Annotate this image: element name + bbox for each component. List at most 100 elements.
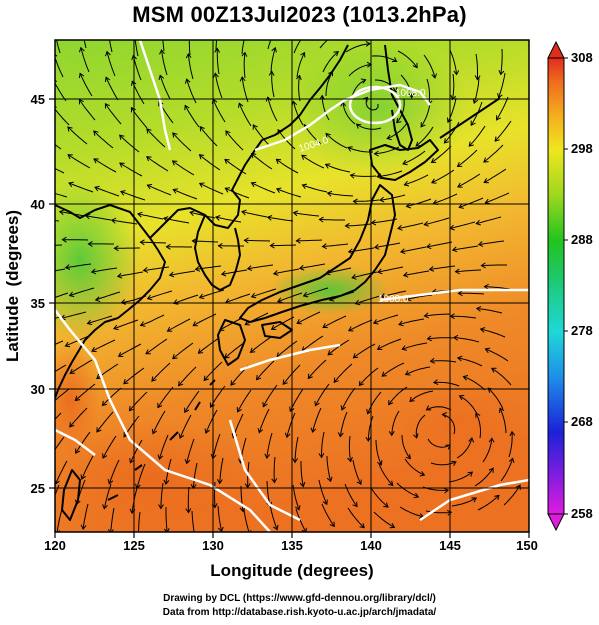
streamline bbox=[118, 343, 142, 357]
streamline-arrowhead bbox=[303, 31, 308, 36]
streamline-arrowhead bbox=[289, 406, 295, 413]
x-tick-label: 140 bbox=[360, 538, 382, 553]
streamline-arrowhead bbox=[131, 54, 137, 61]
streamline-arrowhead bbox=[352, 501, 358, 508]
streamline bbox=[301, 335, 324, 352]
streamline bbox=[147, 290, 173, 300]
streamline-arrowhead bbox=[146, 184, 153, 190]
streamline bbox=[192, 462, 198, 489]
streamline bbox=[391, 410, 400, 436]
streamline bbox=[224, 341, 246, 359]
streamline-arrowhead bbox=[401, 345, 407, 351]
streamline bbox=[296, 239, 323, 242]
streamline bbox=[158, 434, 169, 460]
streamline-arrowhead bbox=[389, 523, 396, 529]
streamline-arrowhead bbox=[383, 502, 389, 508]
streamline-arrowhead bbox=[189, 210, 195, 217]
lat-lon-grid bbox=[55, 40, 529, 532]
streamline bbox=[55, 292, 69, 298]
streamline-arrowhead bbox=[484, 347, 491, 354]
streamline bbox=[277, 292, 303, 303]
streamline-arrowhead bbox=[101, 400, 108, 407]
streamline-arrowhead bbox=[372, 319, 379, 325]
streamline bbox=[55, 484, 60, 497]
streamline-arrowhead bbox=[470, 120, 476, 127]
streamline bbox=[475, 53, 478, 80]
streamline-arrowhead bbox=[69, 422, 75, 428]
streamline bbox=[370, 487, 389, 508]
streamline bbox=[367, 391, 382, 414]
streamline-arrowhead bbox=[146, 156, 152, 162]
streamline-arrowhead bbox=[443, 138, 450, 144]
streamline-arrowhead bbox=[377, 460, 383, 466]
colorbar-label: 298 bbox=[571, 141, 593, 156]
streamline bbox=[169, 270, 196, 276]
streamline-arrowhead bbox=[468, 437, 475, 443]
streamline-arrowhead bbox=[292, 458, 299, 464]
streamline-arrowhead bbox=[80, 524, 87, 531]
streamline bbox=[225, 130, 244, 151]
streamline-arrowhead bbox=[396, 117, 402, 124]
streamline-arrowhead bbox=[365, 40, 371, 47]
streamline-arrowhead bbox=[347, 326, 354, 332]
streamline bbox=[345, 43, 370, 53]
streamline bbox=[401, 434, 411, 459]
streamline-arrowhead bbox=[475, 305, 482, 312]
colorbar-ramp bbox=[547, 57, 565, 515]
streamline bbox=[480, 328, 506, 338]
streamline-arrowhead bbox=[212, 72, 219, 78]
streamline-arrowhead bbox=[268, 70, 275, 76]
streamline-arrowhead bbox=[250, 181, 257, 188]
streamline-arrowhead bbox=[78, 98, 84, 105]
streamline bbox=[327, 192, 354, 197]
streamline bbox=[94, 186, 120, 197]
streamline bbox=[237, 389, 252, 413]
streamline bbox=[452, 245, 479, 251]
streamline-arrowhead bbox=[388, 480, 394, 487]
streamline-arrowhead bbox=[322, 499, 328, 506]
streamline-arrowhead bbox=[475, 219, 481, 226]
streamline bbox=[373, 314, 399, 324]
streamline bbox=[426, 241, 453, 248]
streamline-arrowhead bbox=[322, 323, 328, 329]
streamline-arrowhead bbox=[359, 523, 365, 529]
streamline-arrowhead bbox=[474, 75, 481, 81]
streamline bbox=[160, 482, 164, 509]
streamline-arrowhead bbox=[172, 354, 178, 360]
streamline bbox=[299, 263, 326, 269]
streamline bbox=[286, 412, 296, 438]
streamline bbox=[468, 125, 486, 147]
streamline bbox=[373, 511, 395, 528]
streamline-arrowhead bbox=[275, 158, 282, 164]
streamline bbox=[325, 267, 352, 274]
streamline bbox=[314, 383, 330, 406]
streamline bbox=[483, 144, 504, 163]
y-tick-label: 40 bbox=[31, 197, 45, 212]
streamline bbox=[415, 414, 426, 438]
streamline-arrowhead bbox=[172, 132, 178, 138]
streamline-arrowhead bbox=[55, 53, 58, 57]
streamline-arrowhead bbox=[117, 351, 124, 357]
streamline-arrowhead bbox=[429, 357, 436, 364]
streamline-arrowhead bbox=[370, 219, 377, 226]
streamline bbox=[378, 463, 394, 486]
streamline bbox=[85, 215, 112, 221]
streamline bbox=[359, 367, 379, 386]
streamline-arrowhead bbox=[91, 346, 97, 353]
streamline-arrowhead bbox=[494, 494, 500, 501]
streamline-arrowhead bbox=[457, 182, 463, 188]
streamline bbox=[91, 267, 118, 273]
streamline bbox=[105, 77, 119, 101]
colorbar-label: 258 bbox=[571, 506, 593, 521]
streamline bbox=[111, 219, 138, 225]
streamline-arrowhead bbox=[123, 379, 129, 385]
y-tick-label: 35 bbox=[31, 296, 45, 311]
streamline-arrowhead bbox=[241, 51, 248, 57]
streamline-arrowhead bbox=[237, 102, 244, 108]
streamline-arrowhead bbox=[419, 471, 426, 477]
coastlines bbox=[55, 44, 501, 521]
streamline-arrowhead bbox=[412, 62, 418, 69]
streamline bbox=[250, 336, 272, 353]
streamline bbox=[189, 211, 216, 219]
streamline-arrowhead bbox=[249, 347, 256, 354]
